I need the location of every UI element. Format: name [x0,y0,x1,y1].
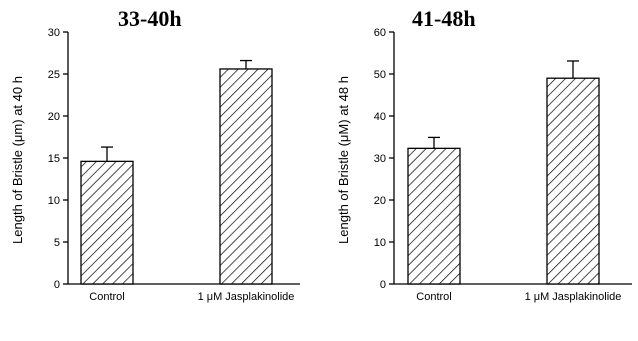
chart-right: 41-48h Length of Bristle (μM) at 48 h 0 1… [336,6,632,303]
y-axis-label: Length of Bristle (μm) at 40 h [10,76,25,244]
category-label: Control [89,291,124,303]
y-ticks: 0 5 10 15 20 25 30 [48,27,68,291]
y-tick-label: 0 [54,279,60,291]
y-tick-label: 30 [48,27,60,39]
chart-title: 33-40h [118,6,182,31]
chart-left: 33-40h Length of Bristle (μm) at 40 h 0 5… [10,6,300,303]
y-tick-label: 10 [48,195,60,207]
y-tick-label: 30 [374,153,386,165]
y-tick-label: 50 [374,69,386,81]
category-label: 1 μM Jasplakinolide [525,291,622,303]
y-tick-label: 20 [48,111,60,123]
y-axis-label: Length of Bristle (μM) at 48 h [336,76,351,244]
y-tick-label: 0 [380,279,386,291]
category-labels: Control 1 μM Jasplakinolide [89,291,294,303]
y-tick-label: 15 [48,153,60,165]
y-tick-label: 25 [48,69,60,81]
bar [80,160,134,285]
y-tick-label: 40 [374,111,386,123]
category-label: 1 μM Jasplakinolide [198,291,295,303]
y-tick-label: 10 [374,237,386,249]
bar [546,77,600,285]
bar [407,147,461,285]
category-label: Control [416,291,451,303]
y-tick-label: 5 [54,237,60,249]
bars [407,60,600,285]
bar [219,68,273,285]
chart-title: 41-48h [412,6,476,31]
category-labels: Control 1 μM Jasplakinolide [416,291,621,303]
y-ticks: 0 10 20 30 40 50 60 [374,27,394,291]
y-tick-label: 20 [374,195,386,207]
y-tick-label: 60 [374,27,386,39]
bars [80,59,273,285]
